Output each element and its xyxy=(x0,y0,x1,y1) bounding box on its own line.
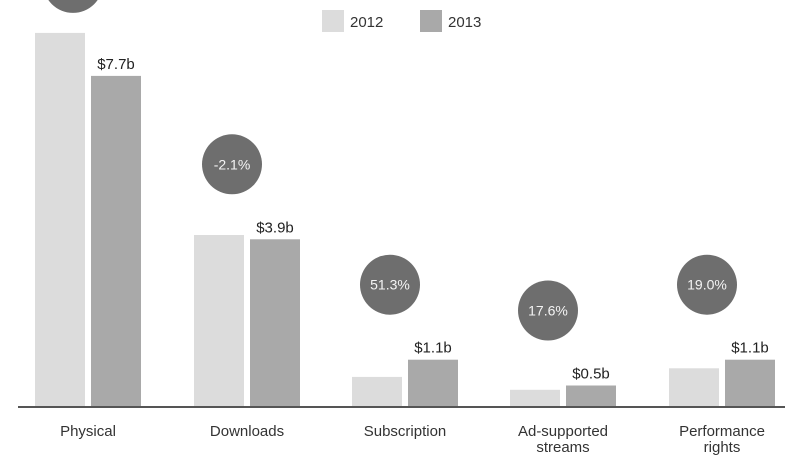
legend-swatch-2013 xyxy=(420,10,442,32)
legend-label-2013: 2013 xyxy=(448,14,481,31)
value-label-ad-supported-streams: $0.5b xyxy=(572,366,610,383)
bar-2012-physical xyxy=(35,32,85,408)
change-badge-performance-rights xyxy=(677,254,737,315)
change-label-downloads: -2.1% xyxy=(214,156,251,172)
change-badge-subscription xyxy=(360,254,420,315)
bar-2013-ad-supported-streams xyxy=(566,385,616,407)
bars xyxy=(35,32,775,408)
legend-swatch-2012 xyxy=(322,10,344,32)
category-label-line: Subscription xyxy=(364,423,447,440)
category-labels: Physical Downloads Subscription Ad-supporte… xyxy=(60,423,765,456)
category-label-line: rights xyxy=(704,439,741,456)
change-label-ad-supported-streams: 17.6% xyxy=(528,303,568,319)
bar-2012-downloads xyxy=(194,235,244,407)
category-label-line: Performance xyxy=(679,423,765,440)
bar-2012-performance-rights xyxy=(669,368,719,407)
category-label-line: Ad-supported xyxy=(518,423,608,440)
category-label-downloads: Downloads xyxy=(210,423,284,440)
category-label-line: Physical xyxy=(60,423,116,440)
bar-2013-subscription xyxy=(408,359,458,407)
category-label-subscription: Subscription xyxy=(364,423,447,440)
legend-label-2012: 2012 xyxy=(350,14,383,31)
change-label-performance-rights: 19.0% xyxy=(687,277,727,293)
category-label-physical: Physical xyxy=(60,423,116,440)
value-labels: $7.7b $3.9b $1.1b $0.5b $1.1b xyxy=(97,56,769,383)
value-label-physical: $7.7b xyxy=(97,56,135,73)
change-badge-physical xyxy=(48,0,98,13)
change-badge-ad-supported-streams xyxy=(518,280,578,341)
bar-2013-downloads xyxy=(250,239,300,407)
change-badge-downloads xyxy=(202,134,262,195)
change-label-subscription: 51.3% xyxy=(370,277,410,293)
value-label-downloads: $3.9b xyxy=(256,219,294,236)
category-label-ad-supported-streams: Ad-supported streams xyxy=(518,423,608,456)
category-label-performance-rights: Performance rights xyxy=(679,423,765,456)
value-label-performance-rights: $1.1b xyxy=(731,340,769,357)
category-label-line: Downloads xyxy=(210,423,284,440)
bar-2012-ad-supported-streams xyxy=(510,389,560,407)
change-badges: -11.7%-2.1%51.3%17.6%19.0% xyxy=(48,0,737,341)
bar-2013-physical xyxy=(91,75,141,408)
bar-2012-subscription xyxy=(352,376,402,407)
value-label-subscription: $1.1b xyxy=(414,340,452,357)
legend: 2012 2013 xyxy=(322,10,481,32)
bar-2013-performance-rights xyxy=(725,359,775,407)
category-label-line: streams xyxy=(536,439,589,456)
